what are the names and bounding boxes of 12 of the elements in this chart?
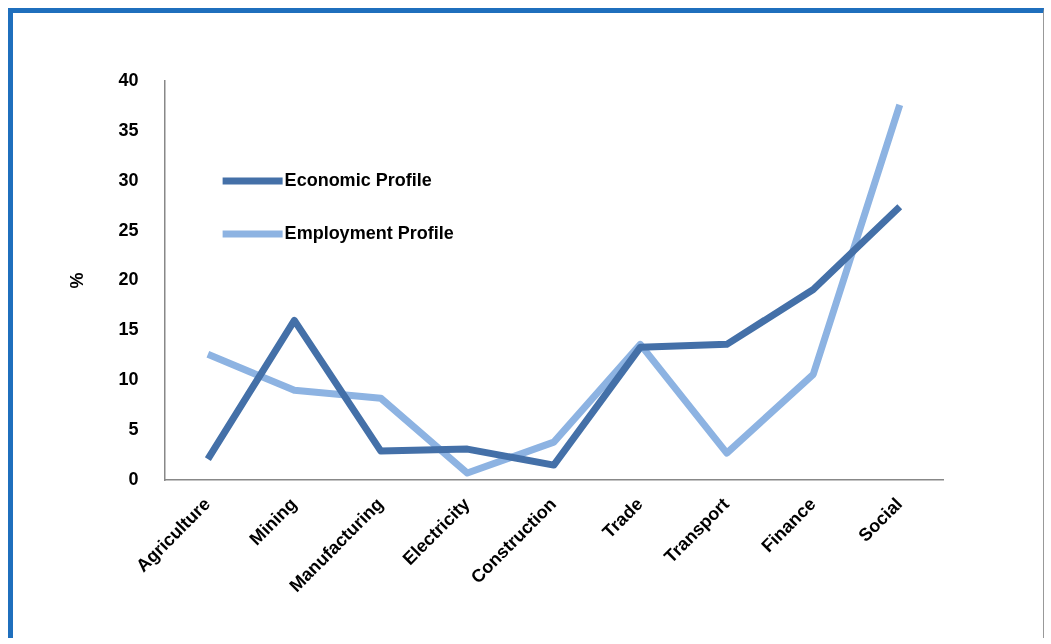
y-tick-label: 30: [118, 169, 139, 190]
y-tick-label: 25: [118, 219, 139, 240]
legend-label: Employment Profile: [284, 222, 454, 243]
y-tick-label: 35: [118, 119, 139, 140]
y-axis-title: %: [66, 272, 87, 289]
y-tick-label: 15: [118, 319, 139, 340]
y-tick-label: 20: [118, 269, 139, 290]
y-tick-label: 0: [128, 469, 139, 490]
y-tick-label: 5: [128, 419, 139, 440]
y-tick-label: 40: [118, 69, 139, 90]
y-tick-label: 10: [118, 369, 139, 390]
legend-label: Economic Profile: [284, 169, 432, 190]
